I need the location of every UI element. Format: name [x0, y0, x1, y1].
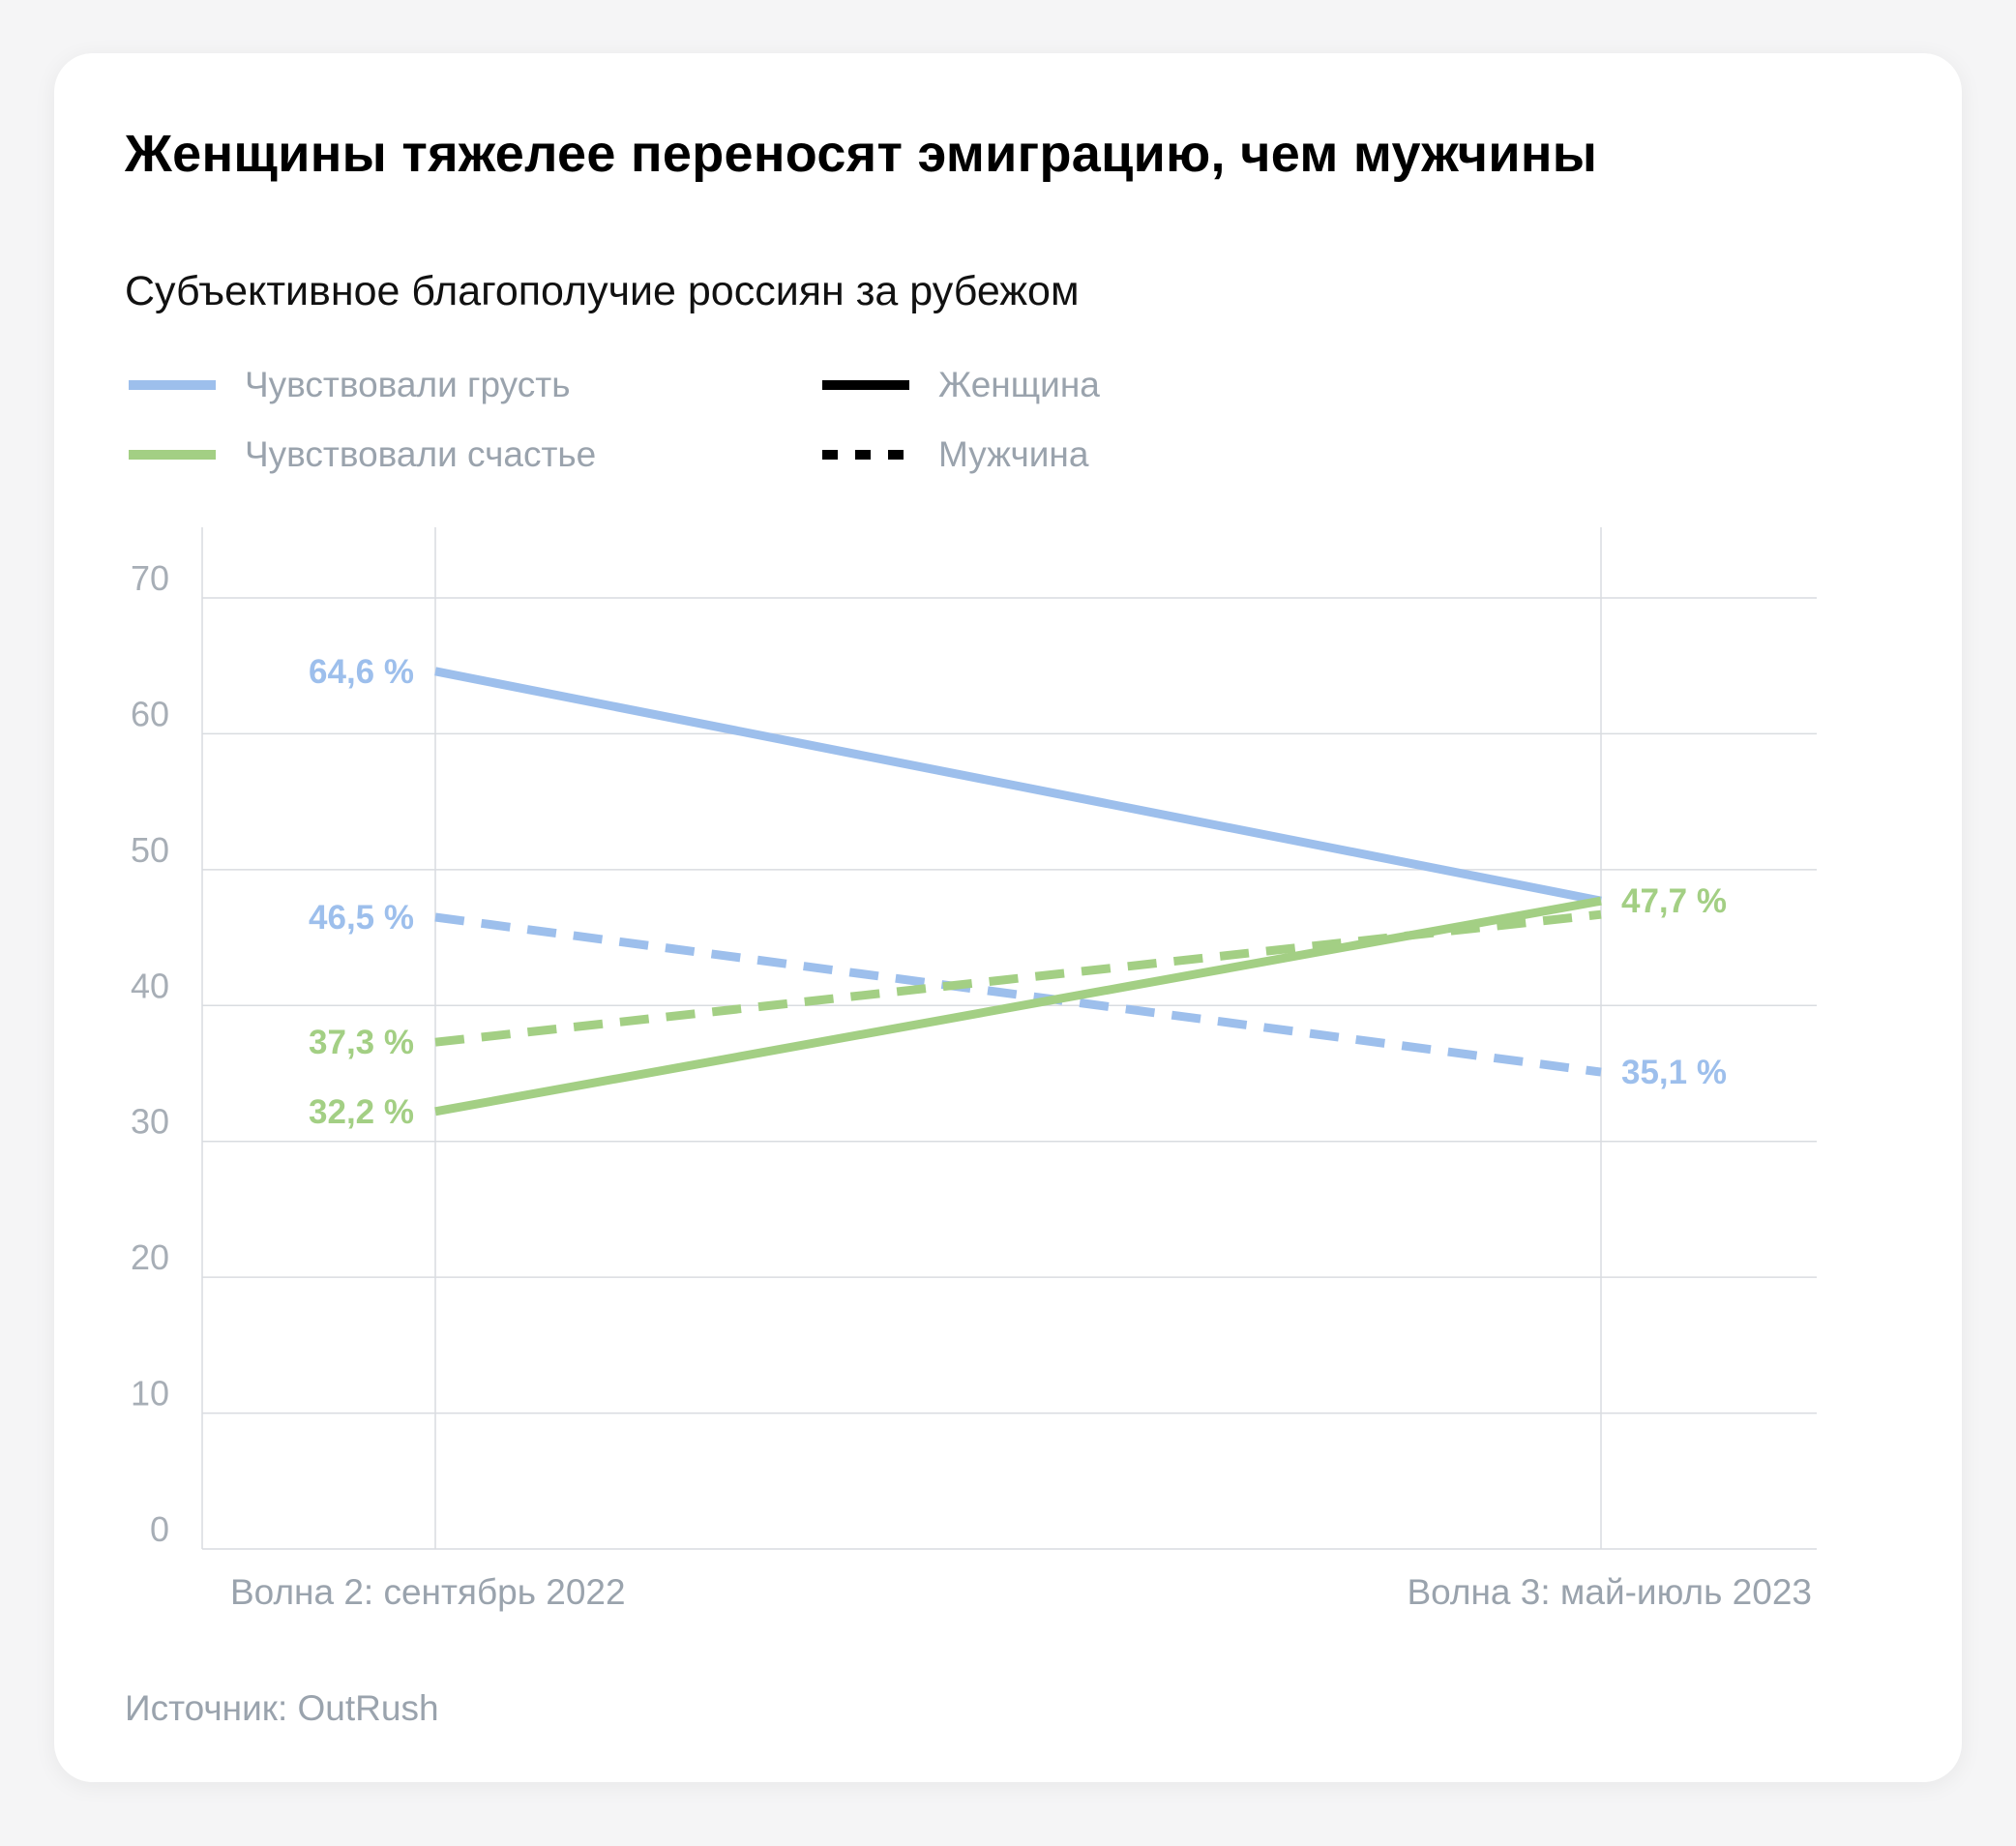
chart-title: Женщины тяжелее переносят эмиграцию, чем… [125, 125, 1598, 183]
series-line-3 [434, 896, 1602, 1117]
legend-swatch-sadness [129, 380, 216, 390]
gridlines [201, 527, 1817, 1550]
data-label-3-1: 47,7 % [1621, 882, 1727, 920]
data-labels: 64,6 % 46,5 % 35,1 % 37,3 % 32,2 % 47,7 % [309, 653, 1727, 1131]
legend-swatch-dashed [822, 450, 909, 460]
source-note: Источник: OutRush [125, 1688, 439, 1728]
legend-label-female: Женщина [938, 365, 1100, 404]
series-line-0 [434, 667, 1602, 906]
chart-card [54, 53, 1962, 1782]
y-tick-label-50: 50 [131, 830, 169, 870]
y-tick-label-40: 40 [131, 966, 169, 1005]
chart-subtitle: Субъективное благополучие россиян за руб… [125, 268, 1080, 314]
legend-swatch-happiness [129, 450, 216, 460]
y-axis-ticks: 0 10 20 30 40 50 60 70 [131, 558, 169, 1549]
x-tick-label-1: Волна 3: май-июль 2023 [1407, 1572, 1812, 1612]
series-line-1 [434, 912, 1602, 1077]
y-tick-label-20: 20 [131, 1237, 169, 1277]
x-axis-labels: Волна 2: сентябрь 2022 Волна 3: май-июль … [230, 1572, 1812, 1612]
data-label-1-0: 46,5 % [309, 899, 414, 937]
data-label-2-0: 37,3 % [309, 1024, 414, 1061]
data-label-3-0: 32,2 % [309, 1093, 414, 1131]
y-tick-label-10: 10 [131, 1374, 169, 1414]
y-tick-label-30: 30 [131, 1102, 169, 1142]
series-lines [434, 667, 1602, 1117]
data-label-0-0: 64,6 % [309, 653, 414, 691]
y-tick-label-0: 0 [150, 1509, 169, 1549]
legend-swatch-solid [822, 380, 909, 390]
legend-label-male: Мужчина [938, 434, 1089, 474]
legend-label-sadness: Чувствовали грусть [245, 365, 571, 404]
y-tick-label-60: 60 [131, 694, 169, 733]
y-tick-label-70: 70 [131, 558, 169, 598]
legend-label-happiness: Чувствовали счастье [245, 434, 597, 474]
data-label-1-1: 35,1 % [1621, 1054, 1727, 1091]
x-tick-label-0: Волна 2: сентябрь 2022 [230, 1572, 626, 1612]
